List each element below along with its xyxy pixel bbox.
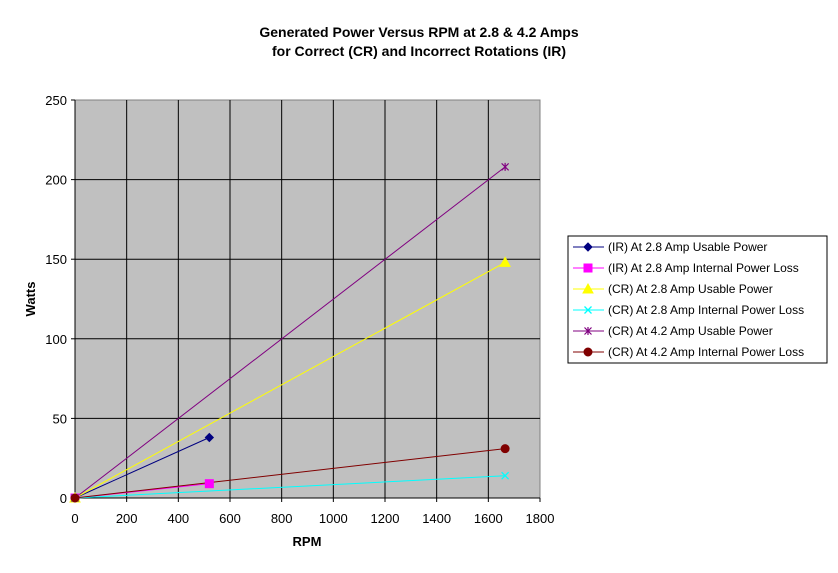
x-tick-label: 400	[167, 511, 189, 526]
legend-marker-5	[584, 327, 592, 335]
series-line-1	[74, 437, 210, 499]
series-4-point-2	[501, 471, 510, 480]
series-6-point-2	[500, 444, 510, 454]
chart-title-line-1: Generated Power Versus RPM at 2.8 & 4.2 …	[259, 24, 578, 40]
legend-marker-3	[582, 282, 594, 294]
legend-label-1: (IR) At 2.8 Amp Usable Power	[608, 240, 767, 254]
series-line-3	[74, 261, 506, 499]
series-5-point-2	[501, 162, 510, 171]
x-tick-label: 1800	[526, 511, 555, 526]
x-tick-label: 1200	[371, 511, 400, 526]
y-tick-label: 200	[45, 173, 67, 188]
y-tick-label: 0	[60, 491, 67, 506]
legend-label-3: (CR) At 2.8 Amp Usable Power	[608, 282, 773, 296]
series-6-point-1	[70, 493, 80, 503]
y-tick-label: 250	[45, 93, 67, 108]
series-1-point-2	[204, 432, 215, 443]
x-axis-title: RPM	[293, 534, 322, 549]
series-lines	[74, 166, 506, 499]
x-tick-labels: 0 200 400 600 800 1000 1200 1400 1600 1800	[71, 511, 554, 526]
series-2-point-2	[204, 479, 214, 489]
x-tick-label: 0	[71, 511, 78, 526]
y-tick-labels: 0 50 100 150 200 250	[45, 93, 67, 506]
x-tick-label: 1600	[474, 511, 503, 526]
legend-marker-2	[583, 263, 593, 273]
y-tick-label: 100	[45, 332, 67, 347]
series-3-point-2	[499, 256, 511, 267]
series-line-6	[74, 448, 506, 499]
legend-marker-4	[584, 306, 592, 314]
x-tick-label: 600	[219, 511, 241, 526]
plot-area	[74, 99, 541, 499]
legend: (IR) At 2.8 Amp Usable Power (IR) At 2.8 …	[567, 235, 828, 364]
legend-marker-6	[583, 347, 593, 357]
legend-label-6: (CR) At 4.2 Amp Internal Power Loss	[608, 345, 804, 359]
x-tick-label: 1000	[319, 511, 348, 526]
y-tick-label: 50	[53, 411, 67, 426]
series-markers	[69, 162, 511, 503]
legend-marker-1	[583, 242, 593, 252]
y-tick-label: 150	[45, 252, 67, 267]
legend-box	[567, 235, 828, 364]
chart-title-line-2: for Correct (CR) and Incorrect Rotations…	[272, 43, 566, 59]
legend-label-2: (IR) At 2.8 Amp Internal Power Loss	[608, 261, 799, 275]
x-tick-label: 800	[271, 511, 293, 526]
x-tick-label: 1400	[422, 511, 451, 526]
series-line-4	[74, 475, 506, 499]
x-tick-label: 200	[116, 511, 138, 526]
series-line-5	[74, 166, 506, 499]
legend-label-4: (CR) At 2.8 Amp Internal Power Loss	[608, 303, 804, 317]
y-axis-title: Watts	[23, 282, 38, 317]
legend-label-5: (CR) At 4.2 Amp Usable Power	[608, 324, 773, 338]
